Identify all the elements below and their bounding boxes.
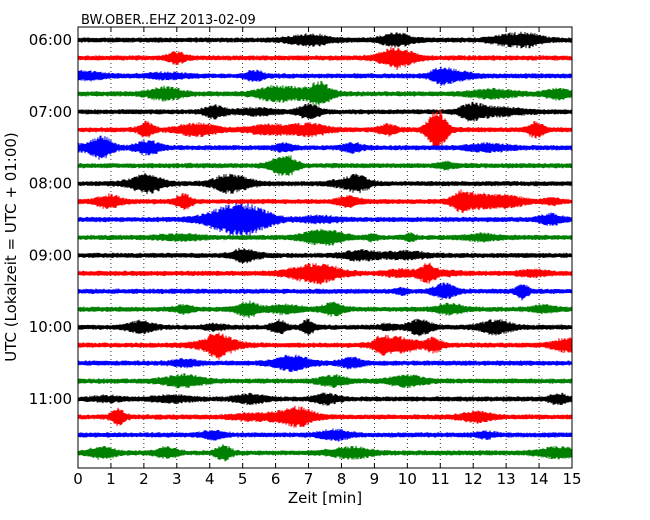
trace-22: [77, 428, 573, 442]
x-tick-label: 9: [370, 470, 380, 488]
x-tick-label: 8: [337, 470, 347, 488]
x-tick-label: 6: [271, 470, 281, 488]
trace-10: [77, 202, 573, 236]
x-tick-label: 13: [497, 470, 516, 488]
trace-5: [77, 109, 573, 151]
y-tick-label: 06:00: [29, 31, 72, 49]
trace-9: [77, 189, 573, 214]
trace-14: [77, 282, 573, 301]
trace-6: [77, 135, 573, 160]
y-tick-label: 10:00: [29, 318, 72, 336]
x-tick-label: 5: [238, 470, 248, 488]
trace-16: [77, 318, 573, 337]
trace-3: [77, 80, 573, 107]
x-tick-label: 1: [106, 470, 116, 488]
trace-0: [77, 31, 573, 49]
trace-17: [77, 332, 573, 360]
trace-18: [77, 354, 573, 373]
x-tick-label: 3: [172, 470, 182, 488]
chart-title: BW.OBER..EHZ 2013-02-09: [81, 13, 256, 28]
trace-20: [77, 392, 573, 406]
seismic-traces: [77, 31, 573, 462]
trace-12: [77, 247, 573, 264]
y-tick-label: 08:00: [29, 175, 72, 193]
trace-4: [77, 101, 573, 122]
plot-frame: [77, 26, 573, 469]
x-tick-label: 14: [530, 470, 549, 488]
trace-15: [77, 300, 573, 319]
x-tick-label: 7: [304, 470, 314, 488]
x-tick-label: 0: [73, 470, 83, 488]
trace-7: [77, 155, 573, 176]
x-axis-label: Zeit [min]: [288, 489, 362, 507]
trace-13: [77, 262, 573, 285]
grid: [110, 27, 540, 468]
y-tick-label: 09:00: [29, 246, 72, 264]
trace-21: [77, 405, 573, 428]
x-axis: 0 1 2 3 4 5 6 7 8 9 10 11 12 13 14 15: [73, 27, 582, 488]
trace-19: [77, 373, 573, 389]
y-axis: 06:00 07:00 08:00 09:00 10:00 11:00: [29, 31, 83, 408]
x-tick-label: 12: [464, 470, 483, 488]
x-tick-label: 11: [431, 470, 450, 488]
trace-2: [77, 66, 573, 87]
trace-11: [77, 228, 573, 246]
x-tick-label: 15: [562, 470, 581, 488]
x-tick-label: 10: [398, 470, 417, 488]
trace-1: [77, 46, 573, 71]
x-tick-label: 4: [205, 470, 215, 488]
y-tick-label: 07:00: [29, 103, 72, 121]
trace-23: [77, 444, 573, 462]
y-axis-label: UTC (Lokalzeit = UTC + 01:00): [2, 132, 20, 362]
trace-8: [77, 172, 573, 195]
y-tick-label: 11:00: [29, 390, 72, 408]
x-tick-label: 2: [139, 470, 149, 488]
